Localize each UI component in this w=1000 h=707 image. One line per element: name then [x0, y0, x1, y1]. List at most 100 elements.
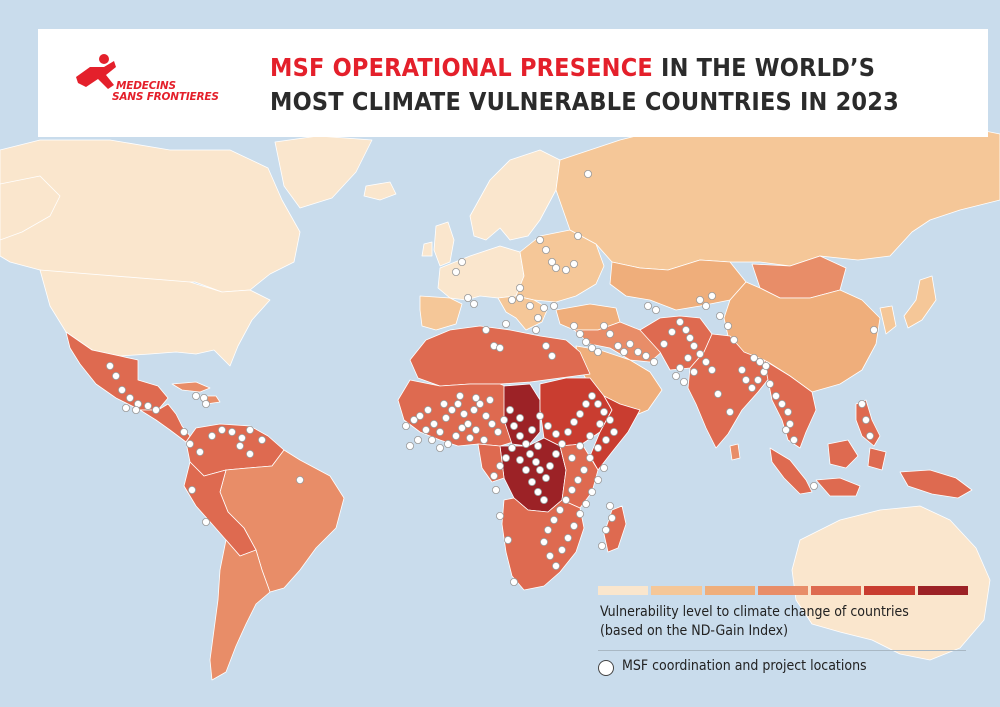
msf-location-dot: [680, 377, 689, 386]
scale-swatch-2: [651, 586, 702, 595]
page-title: MSF OPERATIONAL PRESENCE IN THE WORLD’S …: [270, 51, 970, 119]
msf-location-dot: [726, 407, 735, 416]
msf-location-dot: [463, 419, 472, 428]
location-legend-label: MSF coordination and project locations: [622, 658, 867, 674]
msf-location-dot: [786, 419, 795, 428]
msf-location-dot: [558, 439, 567, 448]
msf-location-dot: [405, 441, 414, 450]
msf-location-dot: [676, 317, 685, 326]
msf-location-dot: [600, 463, 609, 472]
msf-location-dot: [463, 293, 472, 302]
msf-location-dot: [409, 415, 418, 424]
msf-location-dot: [489, 471, 498, 480]
msf-location-dot: [716, 311, 725, 320]
msf-location-dot: [608, 514, 617, 523]
msf-location-dot: [516, 283, 525, 292]
msf-location-dot: [536, 465, 545, 474]
msf-location-dot: [588, 391, 597, 400]
msf-location-dot: [690, 341, 699, 350]
location-dot-icon: [598, 660, 614, 676]
land-scandinavia: [469, 149, 561, 241]
land-new-guinea: [899, 469, 973, 499]
msf-location-dot: [580, 465, 589, 474]
msf-location-dot: [540, 495, 549, 504]
msf-location-dot: [784, 407, 793, 416]
land-eastern-europe: [515, 229, 605, 303]
msf-location-dot: [439, 399, 448, 408]
msf-location-dot: [475, 399, 484, 408]
msf-location-dot: [576, 509, 585, 518]
msf-location-dot: [522, 465, 531, 474]
msf-location-dot: [574, 475, 583, 484]
msf-location-dot: [516, 455, 525, 464]
msf-location-dot: [112, 371, 121, 380]
title-banner: MEDECINS SANS FRONTIERES MSF OPERATIONAL…: [38, 29, 988, 137]
msf-location-dot: [558, 546, 567, 555]
msf-location-dot: [548, 351, 557, 360]
msf-location-dot: [435, 427, 444, 436]
msf-location-dot: [493, 427, 502, 436]
msf-location-dot: [620, 347, 629, 356]
land-iceland: [363, 181, 397, 201]
msf-location-dot: [451, 267, 460, 276]
scale-swatch-6: [864, 586, 915, 595]
msf-location-dot: [532, 457, 541, 466]
msf-location-dot: [191, 391, 200, 400]
msf-location-dot: [487, 419, 496, 428]
vulnerability-legend-line1: Vulnerability level to climate change of…: [600, 604, 909, 620]
legend-divider: [598, 650, 966, 651]
msf-location-dot: [455, 391, 464, 400]
msf-location-dot: [754, 375, 763, 384]
msf-location-dot: [790, 435, 799, 444]
msf-location-dot: [606, 501, 615, 510]
msf-location-dot: [423, 405, 432, 414]
msf-location-dot: [536, 235, 545, 244]
msf-location-dot: [588, 487, 597, 496]
msf-location-dot: [724, 321, 733, 330]
msf-location-dot: [471, 393, 480, 402]
msf-location-dot: [668, 327, 677, 336]
msf-location-dot: [568, 485, 577, 494]
land-north-africa: [409, 325, 591, 387]
land-southern-cone: [209, 539, 271, 681]
msf-location-dot: [858, 399, 867, 408]
msf-location-dot: [686, 333, 695, 342]
msf-location-dot: [550, 301, 559, 310]
legend: Vulnerability level to climate change of…: [598, 586, 968, 686]
msf-location-dot: [552, 263, 561, 272]
msf-location-dot: [586, 453, 595, 462]
land-alaska: [0, 175, 61, 241]
msf-location-dot: [546, 552, 555, 561]
msf-location-dot: [459, 409, 468, 418]
msf-location-dot: [516, 413, 525, 422]
msf-location-dot: [730, 335, 739, 344]
msf-location-dot: [534, 487, 543, 496]
msf-location-dot: [451, 431, 460, 440]
msf-location-dot: [540, 303, 549, 312]
msf-location-dot: [702, 357, 711, 366]
msf-location-dot: [435, 443, 444, 452]
msf-location-dot: [542, 473, 551, 482]
msf-location-dot: [588, 343, 597, 352]
land-mexico: [65, 331, 169, 411]
msf-location-dot: [556, 505, 565, 514]
msf-location-dot: [415, 411, 424, 420]
msf-location-dot: [626, 339, 635, 348]
msf-location-dot: [187, 485, 196, 494]
msf-location-dot: [516, 293, 525, 302]
msf-location-dot: [509, 421, 518, 430]
msf-location-dot: [574, 231, 583, 240]
msf-location-dot: [469, 405, 478, 414]
msf-location-dot: [606, 329, 615, 338]
land-uk-ireland: [421, 221, 455, 267]
msf-location-dot: [748, 383, 757, 392]
msf-location-dot: [564, 534, 573, 543]
title-line2: MOST CLIMATE VULNERABLE COUNTRIES IN 202…: [270, 87, 899, 116]
msf-location-dot: [401, 421, 410, 430]
msf-location-dot: [522, 439, 531, 448]
msf-location-dot: [548, 257, 557, 266]
msf-location-dot: [576, 441, 585, 450]
msf-location-dot: [453, 399, 462, 408]
msf-location-dot: [447, 405, 456, 414]
